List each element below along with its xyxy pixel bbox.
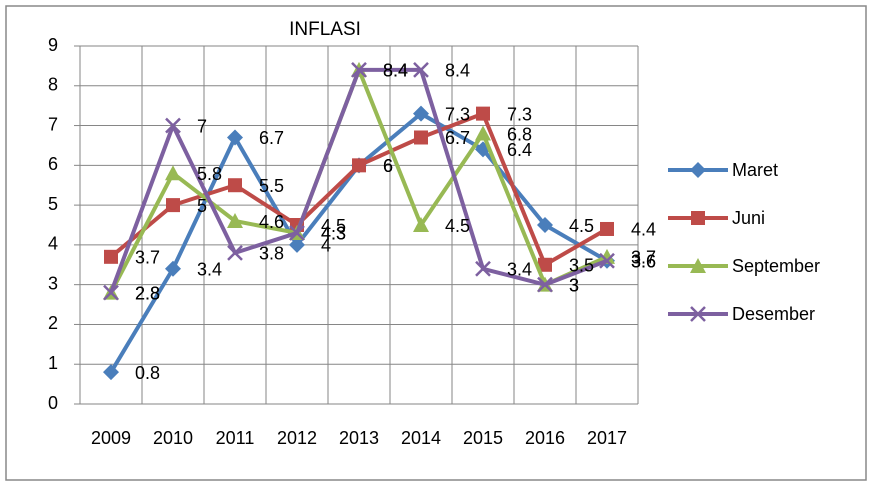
data-label: 3.6 <box>631 252 656 272</box>
y-tick-label: 2 <box>48 313 58 333</box>
data-label: 3.5 <box>569 256 594 276</box>
data-label: 3.7 <box>135 248 160 268</box>
marker <box>103 364 119 381</box>
legend-marker <box>690 306 706 322</box>
data-label: 6 <box>383 156 393 176</box>
x-tick-label: 2011 <box>216 428 255 448</box>
chart-title: INFLASI <box>289 19 361 40</box>
legend-label: Desember <box>732 304 815 324</box>
data-label: 4.3 <box>321 224 346 244</box>
marker <box>476 106 490 121</box>
marker <box>165 260 181 277</box>
data-label: 7 <box>197 116 207 136</box>
marker <box>414 130 428 145</box>
chart-frame <box>5 5 867 481</box>
marker <box>289 225 305 241</box>
marker <box>475 125 491 141</box>
marker <box>104 249 118 264</box>
marker <box>600 221 614 236</box>
y-tick-label: 4 <box>48 234 58 254</box>
data-label: 4.5 <box>445 216 470 236</box>
legend-marker <box>690 162 706 178</box>
data-label: 6.4 <box>507 140 532 160</box>
legend-label: September <box>732 256 820 276</box>
data-label: 7.3 <box>507 104 532 124</box>
marker <box>166 198 180 213</box>
y-tick-label: 6 <box>48 154 58 174</box>
x-tick-label: 2013 <box>339 428 379 448</box>
data-label: 3.8 <box>259 244 284 264</box>
x-tick-label: 2010 <box>153 428 193 448</box>
data-label: 4.6 <box>259 212 284 232</box>
marker <box>289 236 305 253</box>
marker <box>538 257 552 272</box>
data-label: 4.4 <box>631 220 656 240</box>
data-label: 8.4 <box>383 61 408 81</box>
data-label: 6.8 <box>507 124 532 144</box>
marker <box>227 213 243 229</box>
legend-label: Maret <box>732 160 778 180</box>
marker <box>227 244 243 261</box>
data-label: 6.7 <box>259 128 284 148</box>
data-label: 3 <box>569 275 579 295</box>
data-label: 8.4 <box>383 61 408 81</box>
legend-marker <box>691 211 705 225</box>
y-tick-label: 8 <box>48 75 58 95</box>
y-tick-label: 9 <box>48 35 58 55</box>
marker <box>103 284 119 301</box>
x-tick-label: 2012 <box>277 428 317 448</box>
data-label: 3 <box>569 275 579 295</box>
legend-label: Juni <box>732 208 765 228</box>
data-label: 6.7 <box>445 128 470 148</box>
marker <box>537 217 553 233</box>
data-label: 5 <box>197 196 207 216</box>
data-label: 4 <box>321 236 331 256</box>
legend-marker <box>690 258 706 273</box>
marker <box>413 217 429 232</box>
x-tick-label: 2009 <box>91 428 131 448</box>
data-label: 6 <box>383 156 393 176</box>
data-label: 3.6 <box>631 252 656 272</box>
marker <box>228 178 242 193</box>
data-label: 3.4 <box>197 260 222 280</box>
data-label: 8.4 <box>445 61 470 81</box>
data-label: 4.3 <box>321 224 346 244</box>
marker <box>413 105 429 122</box>
y-tick-label: 3 <box>48 273 58 293</box>
marker <box>413 61 429 78</box>
data-label: 4.5 <box>569 216 594 236</box>
y-tick-label: 0 <box>48 393 58 413</box>
data-label: 0.8 <box>135 363 160 383</box>
data-label: 2.8 <box>135 283 160 303</box>
marker <box>165 165 181 181</box>
data-label: 7.3 <box>445 104 470 124</box>
y-tick-label: 1 <box>48 353 58 373</box>
data-label: 2.8 <box>135 283 160 303</box>
data-label: 5.8 <box>197 164 222 184</box>
data-label: 3.7 <box>631 248 656 268</box>
data-label: 4.5 <box>321 216 346 236</box>
marker <box>352 158 366 173</box>
marker <box>475 260 491 277</box>
x-tick-label: 2014 <box>401 428 441 448</box>
x-tick-label: 2016 <box>525 428 565 448</box>
marker <box>351 61 367 78</box>
y-tick-label: 5 <box>48 194 58 214</box>
x-tick-label: 2017 <box>587 428 627 448</box>
data-label: 5.5 <box>259 176 284 196</box>
marker <box>599 248 615 264</box>
marker <box>165 117 181 134</box>
marker <box>537 276 553 293</box>
data-label: 3.4 <box>507 260 532 280</box>
y-tick-label: 7 <box>48 114 58 134</box>
marker <box>599 252 615 269</box>
x-tick-label: 2015 <box>463 428 503 448</box>
marker <box>227 129 243 146</box>
